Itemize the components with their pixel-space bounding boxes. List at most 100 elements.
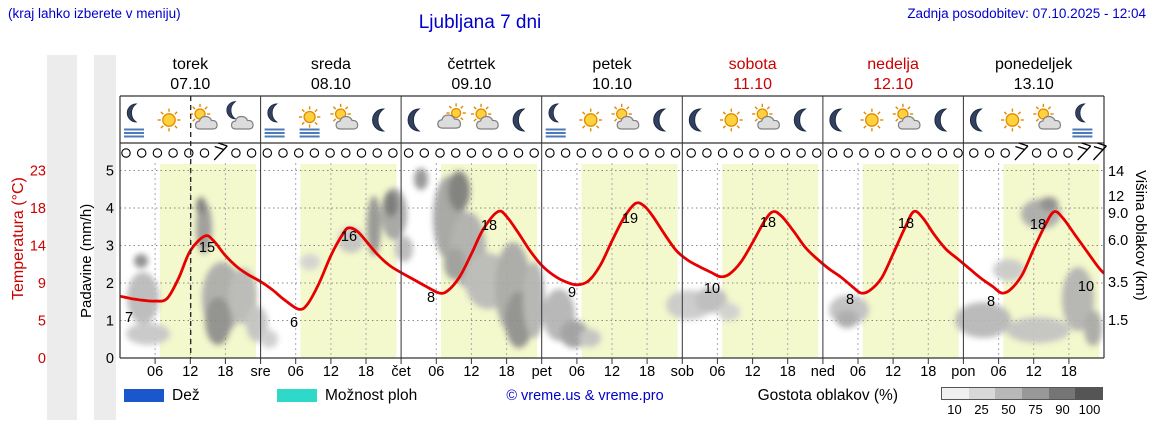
calm-wind-icon <box>655 148 665 158</box>
calm-wind-icon <box>482 148 492 158</box>
svg-text:pet: pet <box>532 364 552 380</box>
cloud-density-swatch <box>995 388 1023 399</box>
calm-wind-icon <box>780 148 791 158</box>
fog-sun-icon <box>298 106 321 138</box>
weather-icons-row <box>124 101 1093 138</box>
svg-text:10: 10 <box>704 281 720 297</box>
calm-wind-icon <box>388 148 398 158</box>
calm-wind-icon <box>733 148 744 158</box>
fog-moon-icon <box>264 103 285 138</box>
svg-text:23: 23 <box>30 164 46 180</box>
copyright-link[interactable]: © vreme.us & vreme.pro <box>506 388 664 404</box>
cloud-density-tick: 90 <box>1055 402 1070 417</box>
calm-wind-icon <box>136 148 147 158</box>
moon-icon <box>829 108 843 132</box>
calm-wind-icon <box>199 148 210 158</box>
svg-text:18: 18 <box>358 364 374 380</box>
moon-icon <box>407 108 421 132</box>
calm-wind-icon <box>749 148 759 158</box>
calm-wind-icon <box>592 148 602 158</box>
calm-wind-icon <box>1031 148 1042 158</box>
calm-wind-icon <box>325 148 335 158</box>
wind-barb <box>1014 142 1029 161</box>
moon-icon <box>934 108 948 132</box>
svg-text:12: 12 <box>745 364 761 380</box>
sun-icon <box>1001 108 1024 132</box>
cloud-height-tick-labels: 14 129.0 6.0 3.5 1.5 <box>1108 164 1128 329</box>
cloud-density-tick: 10 <box>947 402 962 417</box>
day-name: torek <box>173 56 210 73</box>
calm-wind-icon <box>498 148 508 158</box>
calm-wind-icon <box>278 148 288 158</box>
cloud-density-swatch <box>1048 388 1076 399</box>
cloud-density-tick-labels: 10 25 50 75 90 100 <box>941 402 1103 417</box>
svg-text:6: 6 <box>290 315 298 331</box>
calm-wind-icon <box>623 148 634 158</box>
sun-cloud-icon <box>892 103 921 130</box>
sun-cloud-icon <box>470 103 499 130</box>
chart-frame <box>119 95 1105 359</box>
precip-gridlines <box>120 170 1104 321</box>
calm-wind-icon <box>372 148 382 158</box>
calm-wind-icon <box>403 148 414 158</box>
sun-icon <box>860 108 884 132</box>
calm-wind-icon <box>513 148 524 158</box>
svg-text:sre: sre <box>251 364 271 380</box>
day-name: sobota <box>729 56 777 73</box>
precip-tick-labels: 0 1 2 3 4 5 <box>106 164 114 368</box>
sun-icon <box>719 108 743 132</box>
calm-wind-icon <box>827 148 838 158</box>
svg-text:12: 12 <box>885 364 901 380</box>
calm-wind-icon <box>246 148 257 158</box>
day-date: 08.10 <box>311 76 351 93</box>
cloud-density-tick: 100 <box>1078 402 1101 417</box>
calm-wind-icon <box>450 148 461 158</box>
calm-wind-icon <box>921 148 932 158</box>
menu-hint: (kraj lahko izberete v meniju) <box>8 6 181 21</box>
calm-wind-icon <box>576 148 587 158</box>
cloud-density-swatch <box>1075 388 1103 399</box>
day-date: 07.10 <box>170 76 210 93</box>
moon-icon <box>793 108 807 132</box>
day-separators <box>260 96 964 358</box>
svg-text:06: 06 <box>428 364 444 380</box>
fog-moon-icon <box>124 103 144 138</box>
svg-text:18: 18 <box>481 218 497 234</box>
svg-text:18: 18 <box>30 201 46 217</box>
calm-wind-icon <box>984 148 995 158</box>
svg-text:8: 8 <box>846 292 854 308</box>
sun-cloud-icon <box>1033 103 1062 130</box>
day-name: četrtek <box>447 56 496 73</box>
calm-wind-icon <box>152 148 163 158</box>
svg-text:18: 18 <box>1030 217 1046 233</box>
svg-text:2: 2 <box>106 276 114 292</box>
calm-wind-icon <box>309 148 320 158</box>
sun-icon <box>579 108 603 132</box>
svg-text:06: 06 <box>991 364 1007 380</box>
sun-cloud-icon <box>189 103 218 130</box>
moon-icon <box>969 108 983 132</box>
svg-text:12: 12 <box>323 364 339 380</box>
wind-barb <box>213 142 228 161</box>
moon-icon <box>688 108 702 132</box>
moon-icon <box>653 108 667 132</box>
svg-text:0: 0 <box>106 351 114 367</box>
rain-legend-label: Dež <box>172 387 200 404</box>
showers-legend-swatch <box>277 389 317 402</box>
calm-wind-icon <box>607 148 618 158</box>
svg-text:čet: čet <box>391 364 410 380</box>
calm-wind-icon <box>953 148 963 158</box>
calm-wind-icon <box>419 148 430 158</box>
calm-wind-icon <box>168 148 178 158</box>
last-update: Zadnja posodobitev: 07.10.2025 - 12:04 <box>907 6 1146 21</box>
calm-wind-icon <box>937 148 948 158</box>
svg-text:3: 3 <box>106 239 114 255</box>
cloud-density-tick: 75 <box>1028 402 1043 417</box>
sun-cloud-icon <box>330 103 359 130</box>
calm-wind-icon <box>890 148 901 158</box>
svg-text:18: 18 <box>920 364 936 380</box>
svg-text:06: 06 <box>709 364 725 380</box>
calm-wind-icon <box>969 148 979 158</box>
temperature-tick-labels: 0 5 9 14 18 23 <box>30 164 46 368</box>
